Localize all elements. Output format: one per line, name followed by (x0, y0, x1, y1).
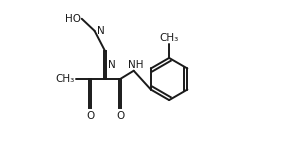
Text: O: O (86, 111, 94, 121)
Text: N: N (97, 26, 105, 36)
Text: HO: HO (64, 14, 81, 24)
Text: NH: NH (128, 60, 143, 70)
Text: O: O (116, 111, 124, 121)
Text: CH₃: CH₃ (56, 74, 75, 84)
Text: N: N (108, 60, 116, 70)
Text: CH₃: CH₃ (160, 33, 179, 43)
